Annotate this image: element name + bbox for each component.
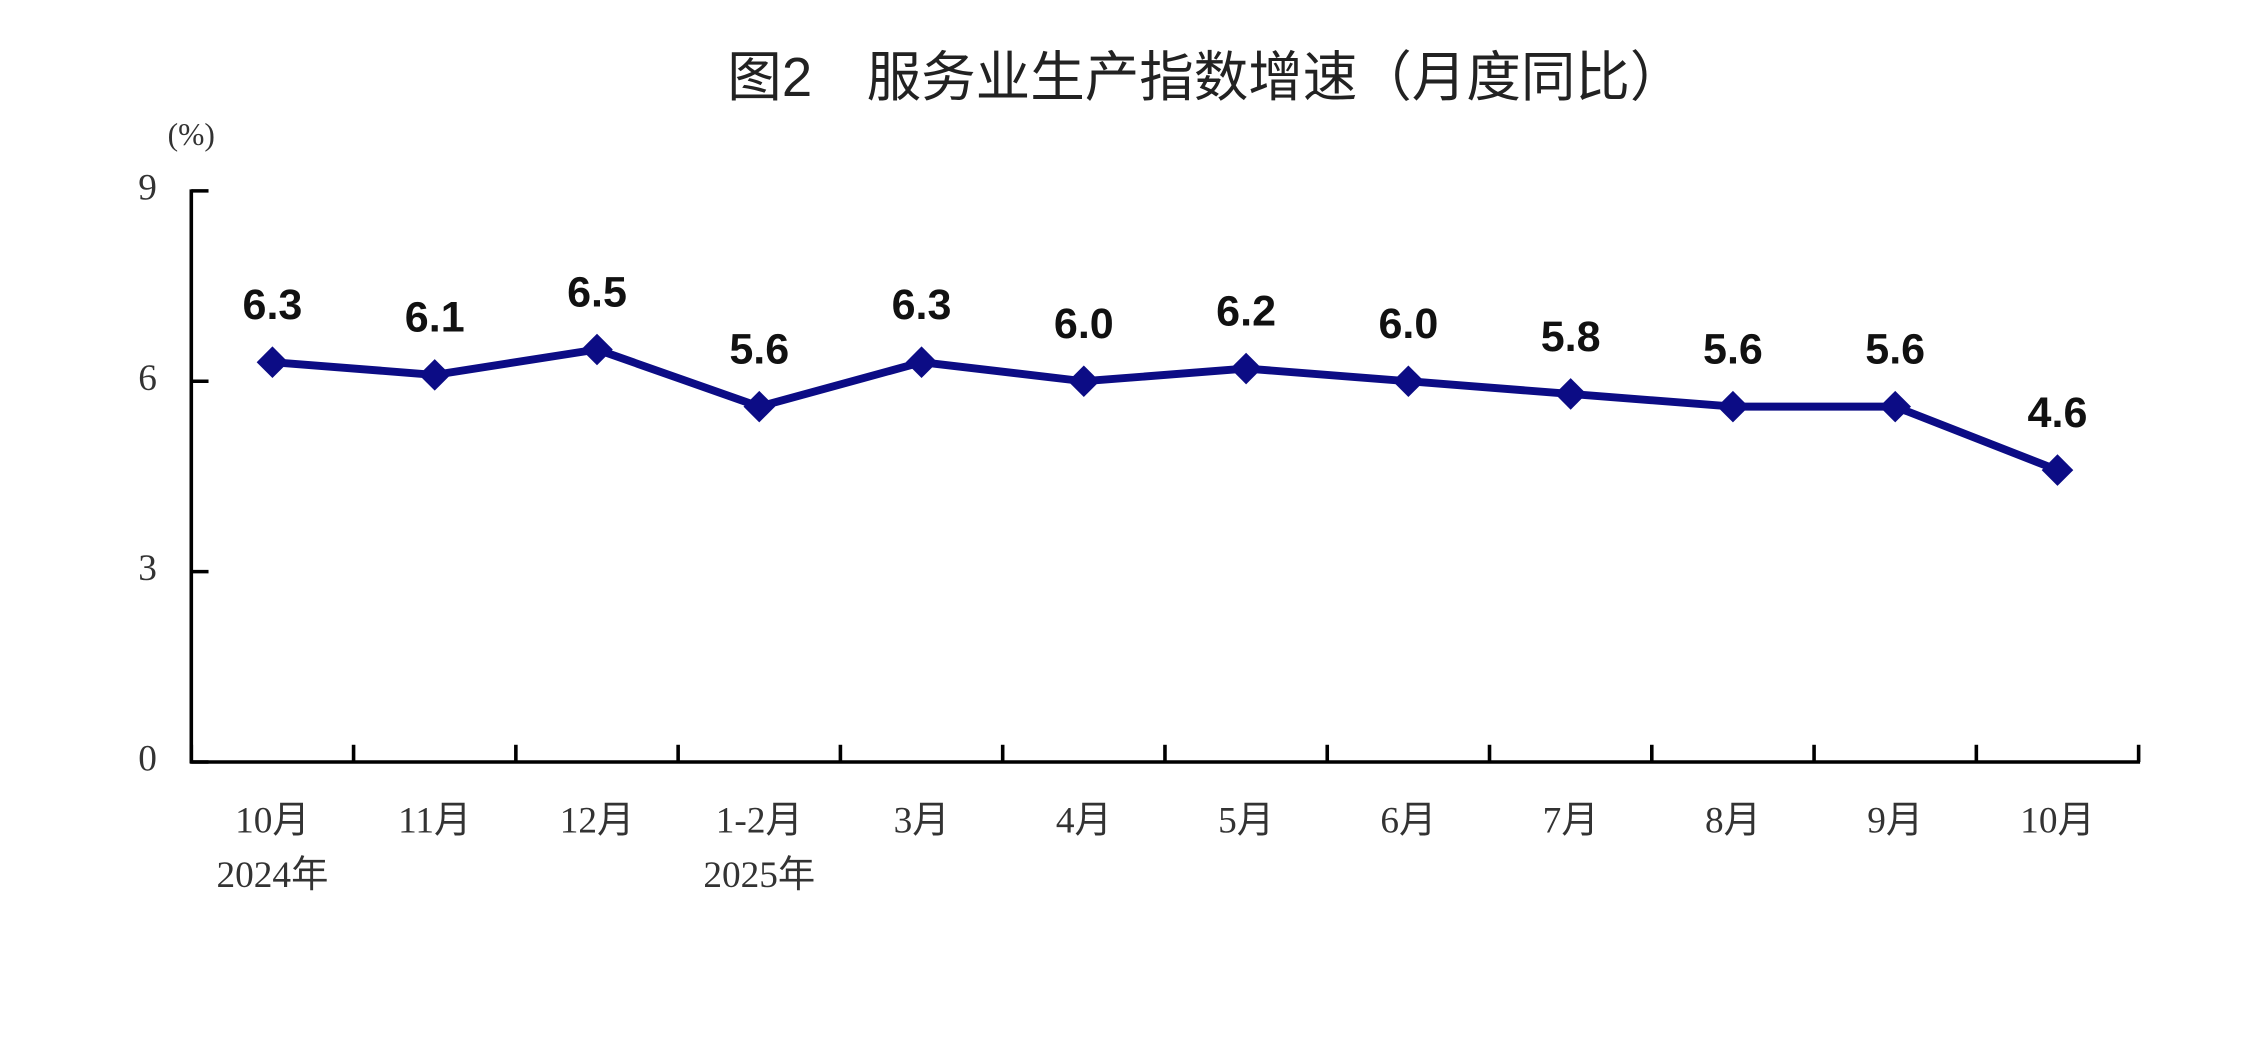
x-tick-label: 5月: [1218, 800, 1274, 841]
x-tick-sublabel: 2025年: [703, 854, 815, 896]
y-tick-label: 9: [138, 167, 157, 208]
data-marker: [2041, 454, 2074, 486]
data-label: 5.8: [1541, 313, 1601, 361]
data-marker: [1554, 378, 1587, 410]
y-tick-label: 3: [138, 548, 157, 589]
data-label: 5.6: [1703, 325, 1763, 373]
x-tick-label: 11月: [398, 800, 471, 841]
x-tick-label: 8月: [1705, 800, 1761, 841]
data-line: [272, 345, 2059, 474]
data-marker: [418, 359, 451, 391]
data-marker: [1717, 390, 1749, 423]
data-label: 5.6: [729, 325, 789, 373]
data-label: 6.0: [1054, 300, 1114, 348]
x-tick-sublabel: 2024年: [216, 854, 328, 896]
data-label: 6.5: [567, 268, 627, 316]
data-marker: [1392, 365, 1425, 398]
x-tick-label: 7月: [1543, 800, 1599, 841]
x-tick-label: 4月: [1056, 800, 1112, 841]
x-tick-label: 1-2月: [716, 800, 803, 841]
y-tick-label: 0: [138, 739, 157, 780]
data-label: 6.3: [892, 281, 952, 329]
x-tick-label: 12月: [560, 800, 635, 841]
chart-title: 图2 服务业生产指数增速（月度同比）: [727, 47, 1684, 108]
data-marker: [905, 346, 938, 378]
x-tick-label: 10月: [235, 800, 310, 841]
data-label: 6.3: [243, 281, 303, 329]
x-tick-label: 3月: [894, 800, 950, 841]
data-label: 5.6: [1865, 325, 1925, 373]
x-tick-label: 9月: [1867, 800, 1923, 841]
data-label: 6.0: [1378, 300, 1438, 348]
data-label: 4.6: [2028, 389, 2088, 437]
y-tick-label: 6: [138, 358, 157, 399]
data-label: 6.2: [1216, 287, 1276, 335]
x-tick-label: 6月: [1380, 800, 1436, 841]
data-marker: [256, 346, 289, 378]
y-axis-label: (%): [168, 117, 215, 152]
data-label: 6.1: [405, 294, 465, 342]
data-marker: [1879, 390, 1911, 423]
x-tick-label: 10月: [2020, 800, 2095, 841]
